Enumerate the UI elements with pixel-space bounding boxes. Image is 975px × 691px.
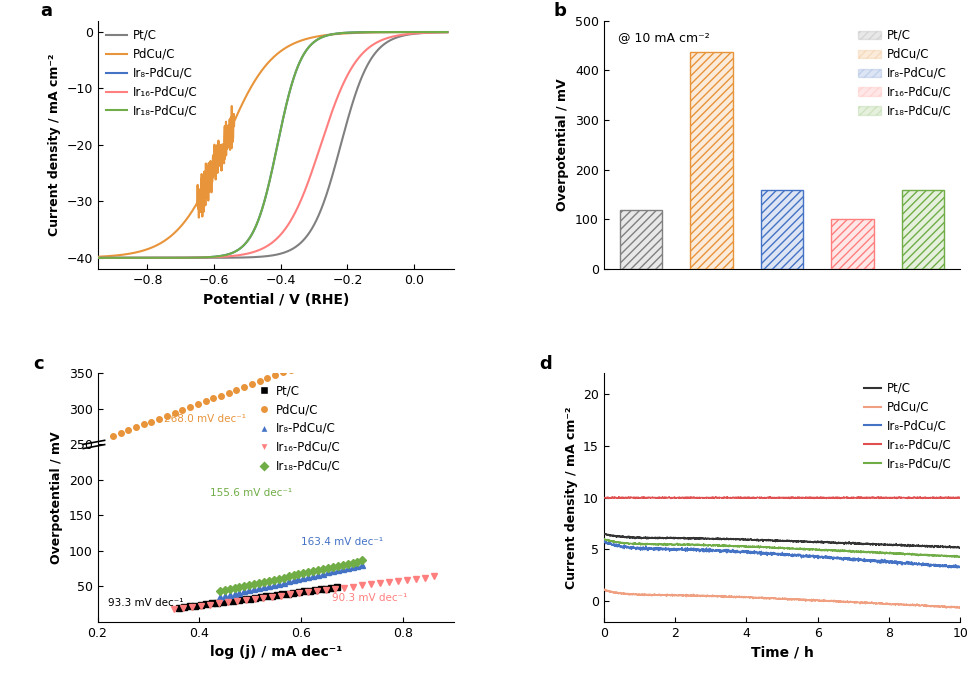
Y-axis label: Current density / mA cm⁻²: Current density / mA cm⁻² (48, 54, 60, 236)
Text: d: d (539, 354, 553, 372)
Legend: Pt/C, PdCu/C, Ir₈-PdCu/C, Ir₁₆-PdCu/C, Ir₁₈-PdCu/C: Pt/C, PdCu/C, Ir₈-PdCu/C, Ir₁₆-PdCu/C, I… (853, 24, 956, 122)
Legend: Pt/C, PdCu/C, Ir₈-PdCu/C, Ir₁₆-PdCu/C, Ir₁₈-PdCu/C: Pt/C, PdCu/C, Ir₈-PdCu/C, Ir₁₆-PdCu/C, I… (859, 377, 956, 475)
X-axis label: Time / h: Time / h (751, 645, 813, 659)
X-axis label: log (j) / mA dec⁻¹: log (j) / mA dec⁻¹ (210, 645, 342, 659)
Text: 155.6 mV dec⁻¹: 155.6 mV dec⁻¹ (210, 488, 292, 498)
Bar (760, 189, 803, 269)
Bar (902, 189, 944, 269)
Legend: Pt/C, PdCu/C, Ir₈-PdCu/C, Ir₁₆-PdCu/C, Ir₁₈-PdCu/C: Pt/C, PdCu/C, Ir₈-PdCu/C, Ir₁₆-PdCu/C, I… (101, 24, 203, 122)
Text: a: a (40, 2, 53, 20)
Bar (620, 209, 662, 269)
Legend: Pt/C, PdCu/C, Ir₈-PdCu/C, Ir₁₆-PdCu/C, Ir₁₈-PdCu/C: Pt/C, PdCu/C, Ir₈-PdCu/C, Ir₁₆-PdCu/C, I… (254, 379, 345, 477)
Y-axis label: Current density / mA cm⁻²: Current density / mA cm⁻² (565, 406, 577, 589)
Text: c: c (33, 354, 44, 372)
Text: 268.0 mV dec⁻¹: 268.0 mV dec⁻¹ (164, 414, 246, 424)
Y-axis label: Overpotential / mV: Overpotential / mV (557, 79, 569, 211)
Text: 90.3 mV dec⁻¹: 90.3 mV dec⁻¹ (332, 594, 408, 603)
Bar (832, 220, 874, 269)
Bar (902, 189, 944, 269)
Text: @ 10 mA cm⁻²: @ 10 mA cm⁻² (618, 30, 710, 44)
Bar (760, 189, 803, 269)
Bar (620, 209, 662, 269)
Text: 93.3 mV dec⁻¹: 93.3 mV dec⁻¹ (107, 598, 183, 608)
Bar (690, 52, 733, 269)
Y-axis label: Overpotential / mV: Overpotential / mV (50, 431, 63, 564)
Text: 163.4 mV dec⁻¹: 163.4 mV dec⁻¹ (301, 537, 383, 547)
Bar (690, 52, 733, 269)
X-axis label: Potential / V (RHE): Potential / V (RHE) (203, 292, 349, 307)
Text: b: b (554, 2, 566, 20)
Bar (832, 220, 874, 269)
